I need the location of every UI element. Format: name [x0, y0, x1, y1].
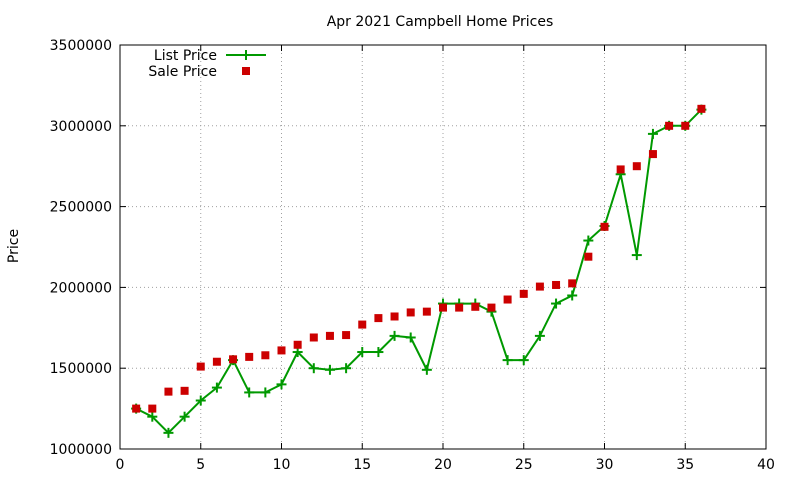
- sale-price-point: [632, 162, 641, 171]
- sale-price-point: [342, 331, 351, 340]
- list-price-point: [534, 330, 545, 341]
- sale-price-point: [616, 165, 625, 174]
- sale-price-point: [180, 386, 189, 395]
- series: [131, 104, 707, 438]
- list-price-line: [135, 108, 703, 435]
- y-tick-label: 2500000: [50, 200, 112, 216]
- list-price-point: [163, 427, 174, 438]
- sale-price-point: [665, 121, 674, 130]
- list-price-point: [502, 355, 513, 366]
- list-price-point: [211, 382, 222, 393]
- x-tick-label: 30: [596, 457, 614, 473]
- sale-price-point: [519, 289, 528, 298]
- sale-price-point: [293, 340, 302, 349]
- x-tick-label: 25: [515, 457, 533, 473]
- legend-label: List Price: [154, 48, 217, 64]
- list-price-point: [147, 411, 158, 422]
- sale-price-point: [212, 357, 221, 366]
- list-price-point: [421, 364, 432, 375]
- legend-label: Sale Price: [148, 64, 217, 80]
- list-price-point: [631, 250, 642, 261]
- x-tick-label: 15: [353, 457, 371, 473]
- sale-price-point: [471, 302, 480, 311]
- y-tick-label: 1000000: [50, 442, 112, 458]
- list-price-point: [567, 290, 578, 301]
- list-price-point: [260, 387, 271, 398]
- sale-price-point: [568, 279, 577, 288]
- sale-price-point: [390, 312, 399, 321]
- x-tick-label: 40: [757, 457, 775, 473]
- sale-price-point: [164, 387, 173, 396]
- sale-price-point: [406, 308, 415, 317]
- axis-ticks: 1000000 1500000 2000000 2500000 3000000 35000…: [50, 38, 775, 473]
- list-price-point: [551, 298, 562, 309]
- sale-price-point: [132, 404, 141, 413]
- x-tick-label: 10: [273, 457, 291, 473]
- list-price-point: [244, 387, 255, 398]
- legend-cross-swatch: [241, 50, 251, 60]
- sale-price-point: [277, 346, 286, 355]
- sale-price-point: [309, 333, 318, 342]
- x-tick-label: 5: [196, 457, 205, 473]
- sale-price-point: [422, 307, 431, 316]
- sale-price-point: [148, 404, 157, 413]
- y-tick-label: 3500000: [50, 38, 112, 54]
- sale-price-point: [374, 314, 383, 323]
- sale-price-point: [681, 121, 690, 130]
- list-price-point: [647, 128, 658, 139]
- legend-square-swatch: [242, 67, 250, 75]
- list-price-point: [389, 330, 400, 341]
- sale-price-point: [600, 222, 609, 231]
- list-price-point: [583, 235, 594, 246]
- sale-price-point: [584, 252, 593, 261]
- list-price-point: [341, 363, 352, 374]
- y-tick-label: 3000000: [50, 119, 112, 135]
- x-tick-label: 35: [676, 457, 694, 473]
- y-tick-label: 1500000: [50, 361, 112, 377]
- list-price-point: [324, 364, 335, 375]
- sale-price-point: [196, 362, 205, 371]
- sale-price-point: [245, 352, 254, 361]
- plot-frame: [119, 44, 767, 450]
- sale-price-point: [552, 280, 561, 289]
- sale-price-point: [503, 295, 512, 304]
- list-price-point: [518, 355, 529, 366]
- list-price-point: [195, 395, 206, 406]
- sale-price-point: [358, 320, 367, 329]
- list-price-point: [308, 363, 319, 374]
- list-price-point: [276, 379, 287, 390]
- sale-price-point: [648, 150, 657, 159]
- sale-price-point: [455, 303, 464, 312]
- sale-price-point: [487, 303, 496, 312]
- list-price-point: [373, 347, 384, 358]
- y-tick-label: 2000000: [50, 280, 112, 296]
- sale-price-point: [439, 303, 447, 312]
- y-axis-label: Price: [6, 229, 22, 263]
- sale-price-point: [261, 351, 270, 360]
- sale-price-point: [535, 282, 544, 291]
- chart-title: Apr 2021 Campbell Home Prices: [327, 14, 554, 30]
- list-price-point: [179, 411, 190, 422]
- sale-price-point: [229, 355, 238, 364]
- list-price-point: [405, 332, 416, 343]
- x-tick-label: 0: [116, 457, 125, 473]
- x-tick-label: 20: [434, 457, 452, 473]
- sale-price-point: [325, 331, 334, 340]
- list-price-point: [357, 347, 368, 358]
- sale-price-point: [697, 104, 706, 113]
